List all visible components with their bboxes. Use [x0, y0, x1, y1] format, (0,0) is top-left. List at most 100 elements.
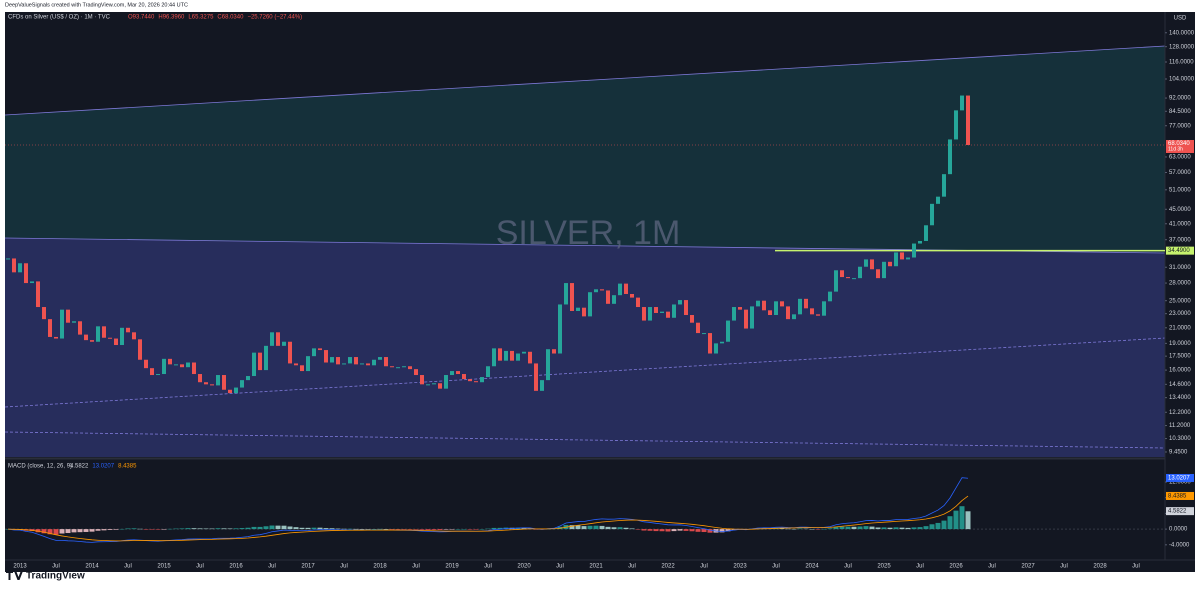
macd-histogram-bar	[497, 527, 503, 530]
macd-histogram-bar	[47, 529, 53, 535]
macd-histogram-bar	[341, 528, 347, 530]
x-tick-label: Jul	[628, 564, 636, 570]
macd-histogram-bar	[281, 525, 287, 530]
candle-body	[90, 340, 94, 342]
macd-histogram-bar	[179, 528, 185, 530]
candle-body	[18, 263, 22, 273]
macd-histogram-bar	[851, 526, 857, 530]
macd-histogram-bar	[443, 529, 449, 530]
y-tick-label: 104.0000	[1169, 77, 1195, 83]
candle-body	[354, 357, 358, 365]
x-tick-label: 2017	[301, 564, 315, 570]
macd-histogram-bar	[683, 529, 689, 531]
macd-legend-value: 13.0207	[92, 464, 114, 470]
macd-histogram-bar	[809, 528, 815, 530]
macd-histogram-bar	[533, 529, 539, 530]
macd-histogram-bar	[629, 528, 635, 530]
macd-histogram-bar	[173, 528, 179, 530]
x-tick-label: 2023	[733, 564, 747, 570]
macd-histogram-bar	[485, 528, 491, 530]
candle-body	[486, 366, 490, 378]
macd-histogram-bar	[401, 529, 407, 530]
candle-body	[42, 307, 46, 320]
macd-histogram-bar	[623, 527, 629, 530]
macd-histogram-bar	[479, 529, 485, 530]
candle-body	[60, 309, 64, 339]
y-tick-label: 51.0000	[1169, 187, 1191, 193]
candle-body	[564, 283, 568, 305]
x-tick-label: 2027	[1021, 564, 1035, 570]
macd-histogram-bar	[929, 524, 935, 530]
y-tick-label: 92.0000	[1169, 96, 1191, 102]
macd-histogram-bar	[521, 527, 527, 530]
candle-body	[240, 380, 244, 388]
macd-histogram-bar	[947, 516, 953, 530]
candle-body	[270, 332, 274, 346]
macd-histogram-bar	[227, 528, 233, 530]
candle-body	[918, 240, 922, 244]
candle-body	[336, 357, 340, 365]
y-tick-label: 37.0000	[1169, 237, 1191, 243]
macd-histogram-bar	[815, 529, 821, 530]
macd-histogram-bar	[893, 527, 899, 530]
candle-body	[846, 277, 850, 279]
candle-body	[258, 352, 262, 371]
candle-body	[372, 359, 376, 366]
candle-body	[588, 292, 592, 317]
macd-histogram-bar	[617, 527, 623, 530]
macd-histogram-bar	[569, 525, 575, 530]
candle-body	[768, 310, 772, 316]
macd-histogram-bar	[161, 529, 167, 530]
candle-body	[282, 341, 286, 346]
y-tick-label: 23.0000	[1169, 311, 1191, 317]
candle-body	[312, 348, 316, 357]
macd-histogram-bar	[311, 527, 317, 530]
macd-histogram-bar	[719, 529, 725, 533]
candle-body	[948, 139, 952, 175]
x-tick-label: Jul	[916, 564, 924, 570]
countdown: 11d 3h	[1168, 146, 1183, 152]
x-tick-label: Jul	[268, 564, 276, 570]
macd-histogram-bar	[593, 525, 599, 530]
macd-histogram-bar	[821, 528, 827, 530]
macd-histogram-bar	[263, 526, 269, 530]
candle-body	[720, 341, 724, 344]
x-tick-label: Jul	[772, 564, 780, 570]
candle-body	[774, 301, 778, 316]
candle-body	[858, 266, 862, 279]
x-tick-label: Jul	[484, 564, 492, 570]
candle-body	[810, 308, 814, 315]
macd-histogram-bar	[449, 529, 455, 530]
macd-histogram-bar	[89, 529, 95, 532]
x-tick-label: 2018	[373, 564, 387, 570]
candle-body	[594, 289, 598, 293]
macd-histogram-bar	[599, 525, 605, 530]
candle-body	[882, 261, 886, 279]
macd-histogram-bar	[899, 527, 905, 530]
macd-histogram-bar	[323, 528, 329, 530]
macd-histogram-bar	[665, 529, 671, 532]
candle-body	[72, 321, 76, 323]
candle-body	[840, 270, 844, 278]
x-tick-label: Jul	[556, 564, 564, 570]
candle-body	[714, 343, 718, 354]
macd-histogram-bar	[941, 520, 947, 530]
macd-title: MACD (close, 12, 26, 9)	[8, 464, 72, 470]
candle-body	[690, 315, 694, 323]
candle-body	[828, 291, 832, 302]
candle-body	[192, 362, 196, 375]
candle-body	[480, 377, 484, 383]
candle-body	[150, 368, 154, 376]
y-tick-label: 28.0000	[1169, 281, 1191, 287]
logo	[6, 571, 23, 580]
candle-body	[330, 357, 334, 363]
candle-body	[672, 304, 676, 318]
y-tick-label: 140.0000	[1169, 30, 1195, 36]
macd-histogram-bar	[677, 529, 683, 531]
x-tick-label: 2014	[85, 564, 99, 570]
x-tick-label: 2016	[229, 564, 243, 570]
candle-body	[366, 363, 370, 366]
macd-histogram-bar	[287, 526, 293, 530]
ohlc-value: H96.3960	[158, 15, 185, 21]
macd-histogram-bar	[239, 528, 245, 530]
